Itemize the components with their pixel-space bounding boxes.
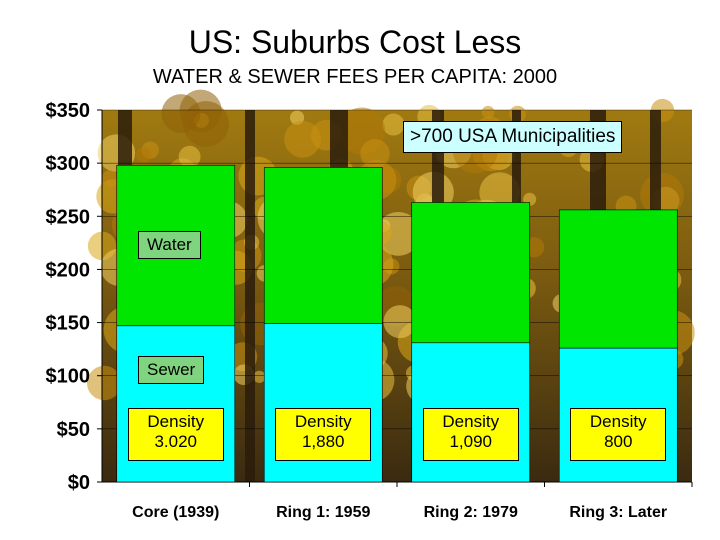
y-tick-label: $200: [46, 259, 91, 281]
foliage-blob: [135, 147, 152, 163]
foliage-blob: [178, 145, 201, 168]
x-tick-label: Ring 2: 1979: [424, 504, 518, 521]
density-title: Density: [589, 412, 647, 431]
density-label: Density 3.020: [127, 408, 224, 461]
foliage-blob: [284, 120, 321, 158]
foliage-blob: [382, 113, 405, 136]
density-value: 1,090: [449, 432, 493, 451]
density-value: 800: [604, 432, 633, 451]
y-tick-label: $100: [46, 366, 91, 388]
bar-water: [263, 167, 383, 324]
sewer-series-label: Sewer: [138, 356, 205, 384]
water-series-label: Water: [138, 231, 201, 259]
y-tick-label: $300: [46, 153, 91, 175]
density-title: Density: [147, 412, 205, 431]
bar-water: [411, 202, 531, 344]
density-value: 1,880: [301, 432, 345, 451]
foliage-blob: [101, 170, 119, 187]
foliage-blob: [376, 211, 421, 256]
chart-subtitle: WATER & SEWER FEES PER CAPITA: 2000: [152, 66, 558, 88]
bar-water: [558, 209, 678, 349]
tree-trunk: [245, 110, 255, 482]
foliage-blob: [253, 370, 266, 383]
x-tick-label: Core (1939): [132, 504, 219, 521]
y-tick-label: $350: [46, 100, 91, 122]
density-label: Density 1,880: [275, 408, 372, 461]
x-tick-label: Ring 1: 1959: [276, 504, 370, 521]
y-tick-label: $50: [57, 419, 90, 441]
foliage-blob: [383, 305, 417, 339]
density-label: Density 800: [570, 408, 667, 461]
density-title: Density: [442, 412, 500, 431]
foliage-blob: [86, 365, 122, 401]
density-title: Density: [294, 412, 352, 431]
municipalities-annotation: >700 USA Municipalities: [403, 121, 623, 153]
foliage-blob: [481, 105, 495, 119]
foliage-blob: [161, 94, 201, 133]
y-tick-label: $250: [46, 206, 91, 228]
x-tick-label: Ring 3: Later: [569, 504, 667, 521]
y-tick-label: $0: [68, 472, 90, 494]
density-label: Density 1,090: [422, 408, 519, 461]
chart-title: US: Suburbs Cost Less: [188, 24, 522, 60]
y-tick-label: $150: [46, 313, 91, 335]
density-value: 3.020: [154, 432, 198, 451]
